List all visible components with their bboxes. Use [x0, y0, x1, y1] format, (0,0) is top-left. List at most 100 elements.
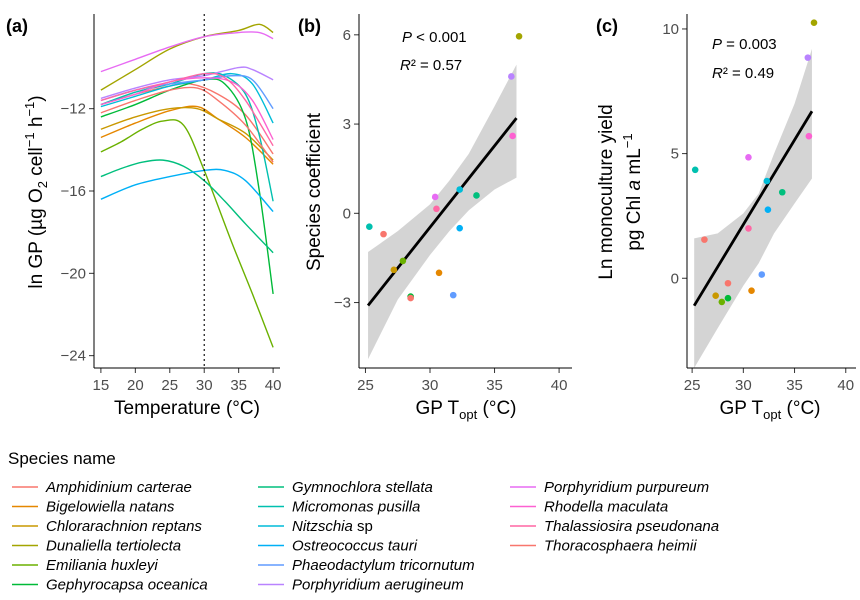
panel-a-curve — [100, 159, 274, 254]
panel-b-x-title: GP Topt (°C) — [416, 398, 517, 422]
panel-b-y-tick-label: 6 — [343, 27, 351, 44]
panel-a-curve — [100, 106, 274, 161]
panel-c-x-title: GP Topt (°C) — [720, 398, 821, 422]
panel-a-y-title: ln GP (µg O2 cell−1 h−1) — [22, 95, 50, 288]
panel-b-point — [399, 257, 407, 265]
panel-b: (b) 25 30 35 40 −3 0 3 6 Species coefficient GP… — [298, 14, 572, 422]
panel-c-fit-line — [692, 110, 814, 307]
panel-a-curve — [100, 78, 274, 294]
panel-c-x-tick-label: 30 — [735, 377, 752, 394]
legend-label: Porphyridium aerugineum — [292, 577, 464, 594]
panel-c-x-tick-label: 40 — [837, 377, 854, 394]
panel-c-point — [724, 279, 732, 287]
panel-c: (c) 25 30 35 40 0 5 10 Ln monoculture yield pg… — [596, 14, 856, 422]
panel-a-x-tick-label: 35 — [230, 377, 247, 394]
legend-label: Rhodella maculata — [544, 499, 668, 516]
panel-a-x-tick-label: 15 — [93, 377, 110, 394]
legend-label: Emiliania huxleyi — [46, 557, 158, 574]
panel-a-x-title: Temperature (°C) — [114, 398, 260, 419]
legend-label: Dunaliella tertiolecta — [46, 538, 181, 555]
panel-c-x-tick-label: 25 — [684, 377, 701, 394]
panel-c-y-tick-label: 10 — [662, 21, 679, 38]
panel-c-point — [804, 54, 812, 61]
panel-c-x-tick-label: 35 — [786, 377, 803, 394]
panel-b-point — [390, 266, 398, 274]
legend-label: Bigelowiella natans — [46, 499, 175, 516]
panel-b-x-tick-label: 35 — [486, 377, 503, 394]
panel-b-p-value: P < 0.001 — [402, 29, 467, 46]
panel-b-point — [508, 73, 515, 80]
panel-a-curve — [100, 119, 274, 348]
panel-c-point — [745, 225, 752, 232]
panel-c-point — [778, 188, 786, 196]
panel-c-y-title-line1: Ln monoculture yield — [596, 104, 617, 279]
panel-c-point — [691, 166, 699, 174]
panel-b-y-title: Species coefficient — [304, 112, 325, 271]
panel-a-y-tick-label: −12 — [61, 101, 86, 118]
panel-a-x-tick-label: 25 — [161, 377, 178, 394]
panel-c-point — [718, 298, 726, 306]
panel-b-point — [515, 33, 523, 40]
panel-a-x-tick-label: 40 — [265, 377, 282, 394]
panel-c-point — [758, 271, 766, 278]
panel-c-point — [701, 236, 708, 243]
panel-c-point — [724, 294, 732, 302]
panel-c-point — [763, 177, 771, 185]
legend-label: Porphyridium purpureum — [544, 479, 709, 496]
panel-c-r-squared: R² = 0.49 — [712, 65, 774, 82]
panel-c-point — [805, 132, 813, 140]
panel-a-curve — [100, 31, 274, 73]
panel-b-point — [433, 205, 440, 213]
panel-c-y-tick-label: 5 — [671, 146, 679, 163]
panel-a-curve — [100, 105, 274, 165]
panel-b-point — [449, 291, 457, 299]
legend-items: Amphidinium carterae Bigelowiella natans C… — [12, 479, 719, 594]
panel-b-points — [366, 33, 523, 302]
panel-a-series — [100, 23, 274, 348]
panel-b-x-tick-label: 30 — [422, 377, 439, 394]
panel-a-curve — [100, 168, 274, 213]
panel-a-x-tick-label: 20 — [127, 377, 144, 394]
legend: Species name Amphidinium carterae Bigelow… — [8, 449, 719, 594]
panel-b-point — [456, 224, 463, 232]
panel-c-label: (c) — [596, 16, 618, 36]
panel-c-point — [712, 292, 719, 300]
panel-b-ticks: 25 30 35 40 −3 0 3 6 — [334, 27, 568, 394]
panel-b-point — [366, 223, 373, 230]
legend-label: Nitzschia sp — [292, 518, 373, 535]
panel-a-curve — [100, 86, 274, 163]
panel-b-y-tick-label: −3 — [334, 295, 351, 312]
panel-b-point — [435, 269, 443, 277]
panel-b-label: (b) — [298, 16, 321, 36]
panel-b-r-squared: R² = 0.57 — [400, 57, 462, 74]
legend-label: Gymnochlora stellata — [292, 479, 433, 496]
panel-b-point — [380, 230, 387, 238]
panel-c-ticks: 25 30 35 40 0 5 10 — [662, 21, 854, 394]
panel-a-label: (a) — [6, 16, 28, 36]
legend-label: Amphidinium carterae — [45, 479, 192, 496]
panel-a-curve — [100, 72, 274, 147]
panel-c-point — [745, 154, 752, 161]
panel-c-y-title-line2: pg Chl a mL−1 — [620, 133, 645, 250]
panel-a-curve — [100, 23, 274, 91]
panel-c-p-value: P = 0.003 — [712, 36, 777, 53]
panel-c-point — [764, 206, 772, 213]
panel-a-x-tick-label: 30 — [196, 377, 213, 394]
legend-label: Chlorarachnion reptans — [46, 518, 202, 535]
panel-a-ticks: 15 20 25 30 35 40 −24 −20 −16 −12 — [61, 101, 282, 394]
panel-b-point — [509, 132, 516, 140]
panel-a-y-tick-label: −24 — [61, 348, 86, 365]
legend-title: Species name — [8, 449, 116, 468]
panel-c-points — [691, 19, 818, 306]
panel-c-y-tick-label: 0 — [671, 270, 679, 287]
legend-label: Micromonas pusilla — [292, 499, 420, 516]
panel-b-fit-line — [366, 117, 518, 307]
panel-b-y-tick-label: 3 — [343, 116, 351, 133]
panel-b-x-tick-label: 25 — [357, 377, 374, 394]
legend-label: Ostreococcus tauri — [292, 538, 418, 555]
panel-b-x-tick-label: 40 — [551, 377, 568, 394]
panel-c-point — [748, 287, 755, 295]
panel-a-y-tick-label: −16 — [61, 183, 86, 200]
